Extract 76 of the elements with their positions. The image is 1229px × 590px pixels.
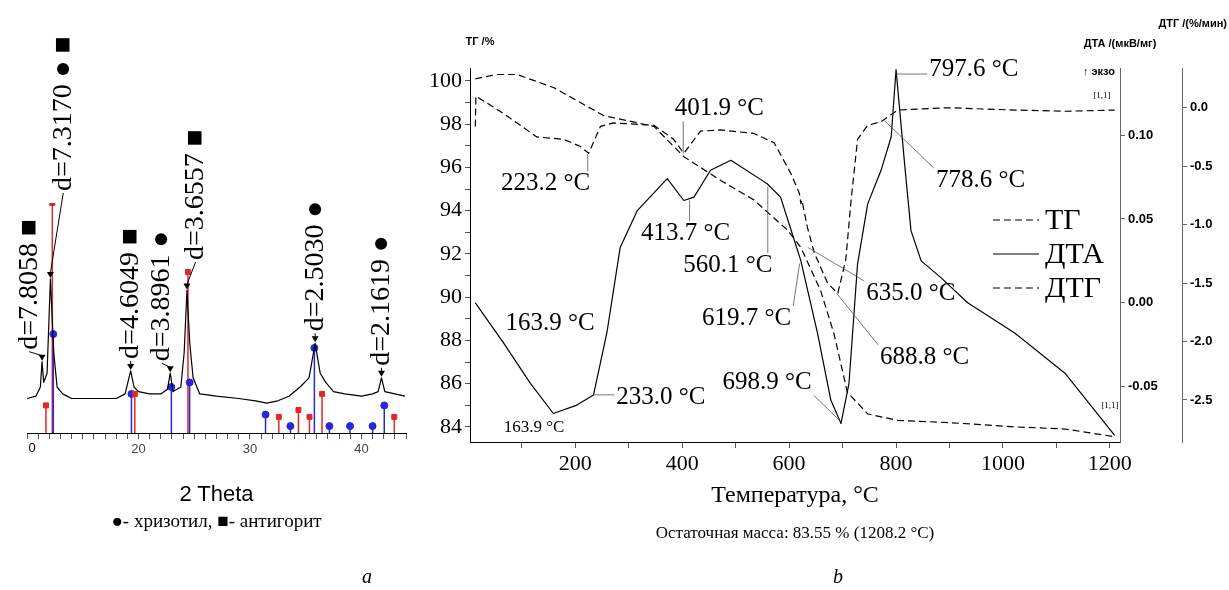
y-tick-label: 96 [440, 153, 462, 179]
annotation: 401.9 °C [674, 93, 764, 121]
y3-tick-label: -1.5 [1190, 274, 1213, 290]
annotation: 223.2 °C [501, 168, 591, 196]
text: ●- хризотил, ■- антигорит [111, 509, 323, 531]
annotation: d=7.8058 ■ [11, 219, 43, 350]
annotation: 233.0 °C [616, 382, 706, 410]
annotation: ↑ экзо [1082, 65, 1116, 78]
point [346, 422, 355, 431]
annotation: d=3.6557 ■ [177, 129, 209, 260]
text: b [833, 565, 843, 588]
y-tick-label: 100 [429, 66, 462, 92]
x-tick-label: 1200 [1087, 449, 1132, 475]
y3-tick-label: -2.5 [1190, 391, 1213, 407]
point [380, 401, 389, 410]
y2-tick-label: 0.00 [1128, 294, 1154, 310]
y3-tick-label: -2.0 [1190, 333, 1213, 349]
x-axis-title: 2 Theta [179, 481, 255, 507]
y3-axis-title: ДТГ /(%/мин) [1158, 17, 1228, 30]
y2-tick-label: 0.05 [1128, 210, 1154, 226]
annotation: 698.9 °C [722, 367, 812, 395]
y-tick-label: 86 [440, 369, 462, 395]
y3-tick-label: 0.0 [1190, 99, 1209, 115]
annotation: 163.9 °C [505, 307, 595, 335]
annotation: [1,1] [1101, 400, 1119, 411]
annotation: 413.7 °C [640, 218, 731, 246]
x-tick-label: 20 [131, 441, 146, 457]
annotation: d=4.6049 ■ [113, 228, 145, 359]
y-tick-label: 90 [440, 282, 462, 308]
legend-label: ДТГ [1045, 269, 1102, 303]
y3-tick-label: -1.0 [1190, 216, 1213, 232]
legend-label: ДТА [1045, 235, 1105, 269]
annotation: d=7.3170 ● ■ [45, 36, 77, 191]
annotation: 778.6 °C [936, 165, 1026, 193]
text: a [362, 565, 372, 588]
point [42, 402, 49, 409]
x-tick-label: 1000 [980, 449, 1025, 475]
text: Остаточная масса: 83.55 % (1208.2 °C) [655, 523, 935, 543]
x-tick-label: 30 [242, 441, 258, 457]
annotation: 688.8 °C [879, 341, 970, 369]
y2-tick-label: 0.10 [1128, 126, 1154, 142]
annotation: 635.0 °C [866, 278, 956, 305]
legend-label: ТГ [1045, 201, 1081, 235]
annotation: 163.9 °C [503, 417, 565, 437]
y2-tick-label: -0.05 [1128, 378, 1158, 394]
y-axis-title: ТГ /% [465, 35, 495, 48]
y2-axis-title: ДТА /(мкВ/мг) [1083, 37, 1157, 50]
y-tick-label: 94 [440, 196, 462, 222]
x-tick-label: 200 [558, 449, 592, 475]
point [261, 410, 270, 419]
y-tick-label: 98 [440, 109, 462, 135]
point [275, 413, 282, 420]
annotation: 619.7 °C [702, 302, 792, 330]
x-tick-label: 400 [665, 449, 699, 475]
annotation: [1,1] [1093, 90, 1111, 101]
annotation: 560.1 °C [683, 250, 773, 278]
x-tick-label: 800 [879, 449, 913, 475]
x-axis-title: Температура, °C [711, 481, 879, 508]
point [184, 269, 191, 275]
point [185, 378, 194, 387]
text: 0 [28, 439, 36, 455]
x-tick-label: 40 [354, 441, 369, 457]
y-tick-label: 88 [440, 326, 462, 352]
point [295, 407, 302, 413]
y-tick-label: 84 [440, 412, 462, 438]
point [131, 390, 138, 397]
annotation: d=2.5030 ● [297, 200, 329, 332]
annotation: 797.6 °C [929, 53, 1019, 81]
annotation: d=3.8961 ● [143, 230, 175, 362]
point [306, 413, 313, 420]
point [391, 413, 398, 420]
x-tick-label: 600 [772, 449, 806, 475]
point [319, 390, 326, 397]
annotation: d=2.1619 ● [363, 235, 395, 366]
y3-tick-label: -0.5 [1190, 157, 1213, 173]
y-tick-label: 92 [440, 239, 462, 265]
